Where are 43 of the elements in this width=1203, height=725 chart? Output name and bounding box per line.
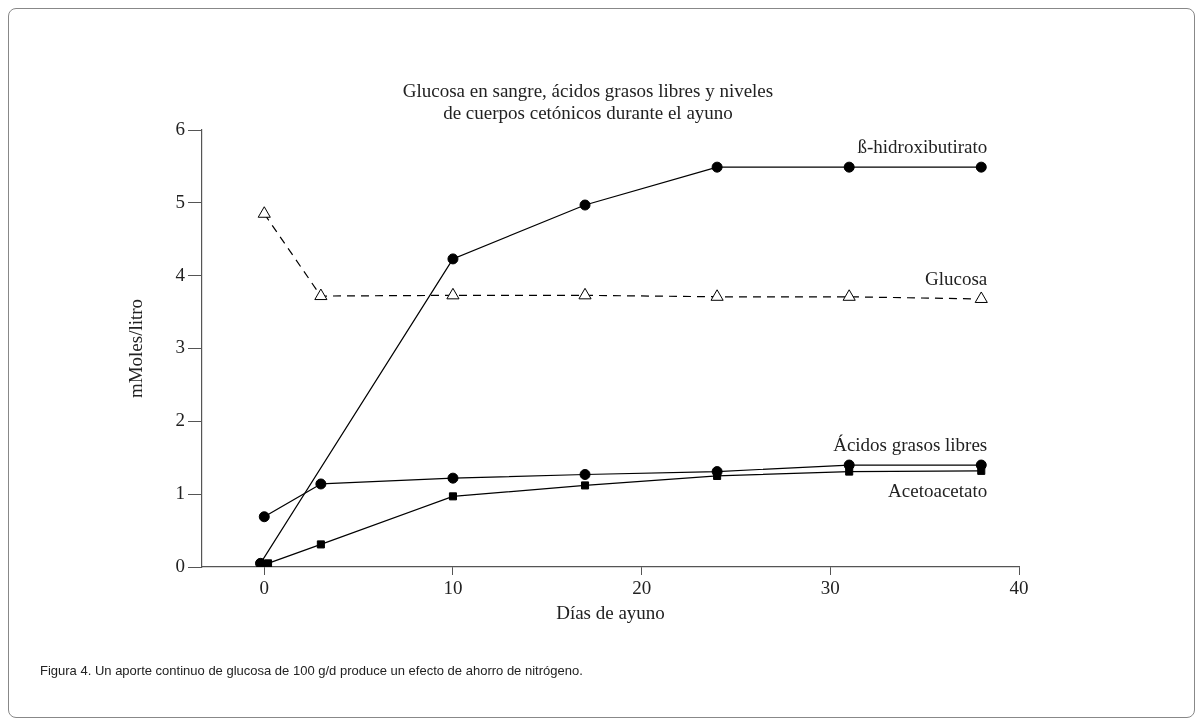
series-label: Acetoacetato [888, 480, 988, 502]
point [446, 287, 460, 300]
y-tick-label: 4 [175, 263, 186, 285]
point [314, 288, 328, 301]
point [315, 478, 327, 490]
point [316, 540, 325, 549]
point [447, 253, 459, 265]
text: Figura 4. Un aporte continuo de glucosa de 100 g/d produce un efecto de ahorro de nitrógeno. [40, 663, 583, 678]
series-label: Ácidos grasos libres [833, 434, 988, 456]
point [254, 557, 266, 567]
x-tick-label: 20 [632, 577, 652, 599]
y-axis-title: mMoles/litro [125, 298, 147, 399]
point [448, 492, 457, 501]
point [842, 289, 856, 301]
x-tick-label: 40 [1009, 577, 1029, 599]
y-tick-label: 3 [175, 336, 185, 358]
point [579, 469, 591, 480]
y-tick-label: 2 [175, 409, 185, 431]
point [580, 481, 590, 490]
point [975, 161, 987, 173]
point [710, 289, 724, 301]
y-tick-label: 6 [175, 117, 185, 139]
x-tick-label: 10 [443, 577, 463, 599]
x-tick-label: 30 [820, 577, 840, 599]
point [447, 472, 459, 484]
point [977, 466, 986, 475]
y-tick-label: 1 [175, 482, 185, 504]
chart-title: Glucosa en sangre, ácidos grasos libres y niveles de cuerpos cetónicos durante el ayuno [401, 80, 775, 124]
y-tick-label: 5 [175, 190, 185, 212]
series-label: Glucosa [925, 267, 988, 289]
y-tick-label: 0 [175, 554, 185, 576]
point [264, 559, 273, 567]
x-axis-title: Días de ayuno [556, 601, 665, 623]
point [578, 287, 592, 300]
point [257, 206, 271, 218]
series-label: ß-hidroxibutirato [857, 136, 988, 158]
point [258, 511, 270, 523]
point [974, 291, 988, 303]
point [711, 161, 723, 173]
point [843, 161, 855, 173]
x-tick-label: 0 [259, 577, 270, 599]
point [579, 199, 591, 211]
point [845, 467, 854, 476]
